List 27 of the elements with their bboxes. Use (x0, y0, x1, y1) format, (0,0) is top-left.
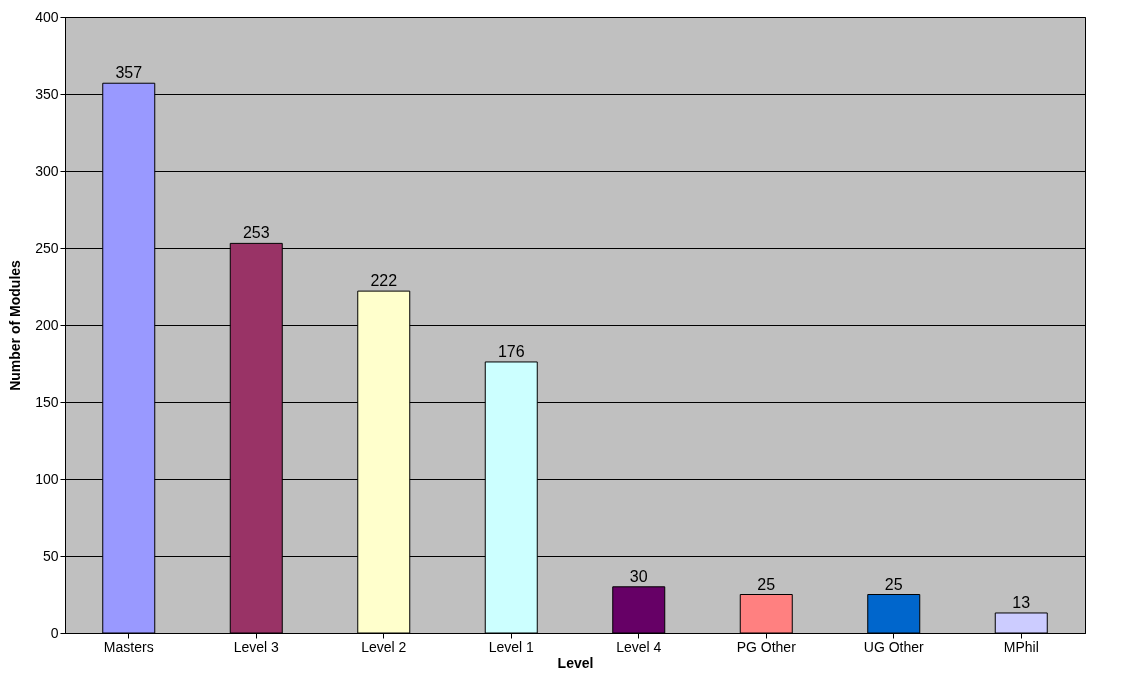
y-tick-label: 300 (35, 162, 59, 179)
y-tick-label: 150 (35, 393, 59, 410)
y-axis-title: Number of Modules (7, 259, 24, 391)
data-label: 222 (370, 272, 398, 290)
x-tick-label: PG Other (736, 638, 797, 655)
x-tick-label: Level 2 (361, 638, 407, 655)
data-label: 253 (242, 224, 270, 242)
x-tick-label: Masters (103, 638, 154, 655)
x-axis-title: Level (557, 654, 594, 671)
x-tick-label: Level 1 (488, 638, 535, 655)
x-tick-label: Level 4 (616, 638, 662, 655)
data-label: 25 (757, 575, 776, 593)
y-tick-label: 50 (42, 547, 59, 564)
y-tick-label: 200 (35, 316, 59, 333)
y-tick-label: 0 (50, 624, 59, 641)
data-label: 25 (884, 575, 903, 593)
y-tick-label: 400 (35, 8, 59, 25)
x-tick-label: MPhil (1003, 638, 1039, 655)
data-label: 30 (629, 567, 648, 585)
data-label: 13 (1012, 593, 1031, 611)
y-tick-label: 100 (35, 470, 59, 487)
data-label: 357 (115, 64, 143, 82)
y-tick-label: 350 (35, 85, 59, 102)
x-tick-label: Level 3 (233, 638, 280, 655)
data-label: 176 (497, 342, 525, 360)
x-tick-label: UG Other (863, 638, 925, 655)
y-tick-label: 250 (35, 239, 59, 256)
